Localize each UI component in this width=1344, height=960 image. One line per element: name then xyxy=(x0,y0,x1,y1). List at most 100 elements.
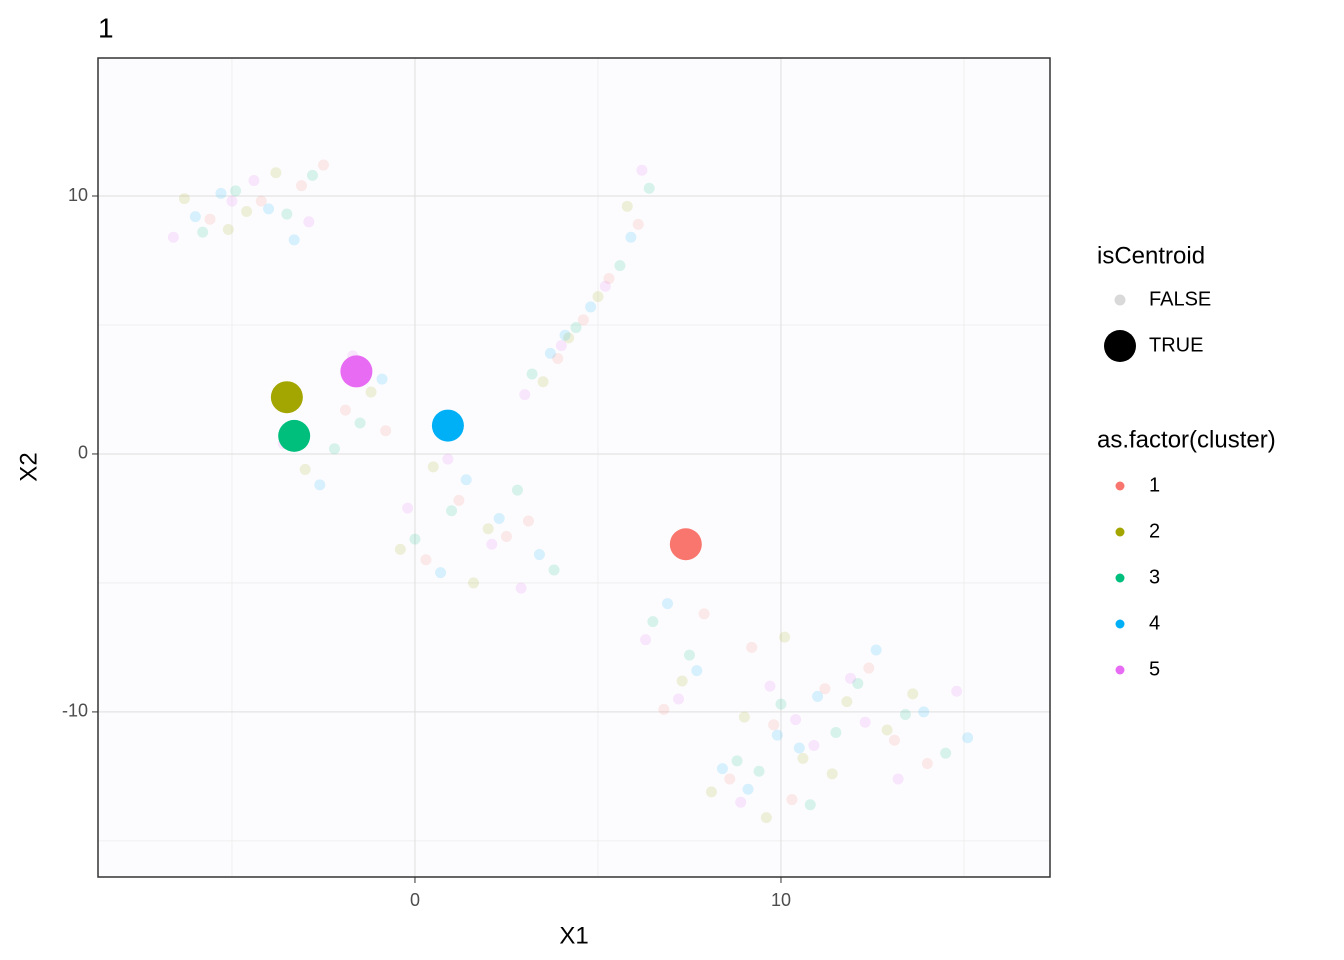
centroid xyxy=(278,419,311,452)
point xyxy=(511,484,523,496)
point xyxy=(394,543,406,555)
point xyxy=(775,698,787,710)
legend-label: 3 xyxy=(1149,566,1160,588)
x-axis-title: X1 xyxy=(559,922,588,949)
point xyxy=(797,752,809,764)
point xyxy=(735,796,747,808)
panel-border xyxy=(97,57,1051,878)
point xyxy=(178,193,190,205)
point xyxy=(197,226,209,238)
point xyxy=(255,195,267,207)
point xyxy=(790,714,802,726)
legend-label: FALSE xyxy=(1149,288,1211,310)
point xyxy=(676,675,688,687)
point xyxy=(226,195,238,207)
legend-key xyxy=(1115,573,1125,583)
grid xyxy=(98,58,1050,877)
point xyxy=(585,301,597,313)
point xyxy=(599,280,611,292)
point xyxy=(742,783,754,795)
point xyxy=(662,598,674,610)
point xyxy=(402,502,414,514)
point xyxy=(863,662,875,674)
point xyxy=(460,474,472,486)
point xyxy=(270,167,282,179)
point xyxy=(288,234,300,246)
point xyxy=(962,732,974,744)
centroid xyxy=(270,381,303,414)
point xyxy=(380,425,392,437)
point xyxy=(339,404,351,416)
point xyxy=(552,353,564,365)
point xyxy=(328,443,340,455)
point xyxy=(786,794,798,806)
point xyxy=(812,690,824,702)
legend-key xyxy=(1115,527,1125,537)
legend-key xyxy=(1114,294,1126,306)
point xyxy=(881,724,893,736)
point xyxy=(189,211,201,223)
point xyxy=(691,665,703,677)
point xyxy=(204,213,216,225)
point xyxy=(570,322,582,334)
legend-label: 5 xyxy=(1149,658,1160,680)
point xyxy=(760,812,772,824)
legend-key xyxy=(1104,330,1136,362)
point xyxy=(482,523,494,535)
point xyxy=(500,531,512,543)
legend-key xyxy=(1115,481,1125,491)
point xyxy=(577,314,589,326)
legend-label: 4 xyxy=(1149,612,1160,634)
point xyxy=(563,332,575,344)
point xyxy=(899,708,911,720)
point xyxy=(826,768,838,780)
legend-title: as.factor(cluster) xyxy=(1097,426,1276,453)
legend-label: 2 xyxy=(1149,520,1160,542)
point xyxy=(167,231,179,243)
point xyxy=(892,773,904,785)
point xyxy=(526,368,538,380)
point xyxy=(230,185,242,197)
point xyxy=(852,678,864,690)
point xyxy=(515,582,527,594)
point xyxy=(636,164,648,176)
point xyxy=(716,763,728,775)
point xyxy=(241,205,253,217)
point xyxy=(859,716,871,728)
point xyxy=(764,680,776,692)
point xyxy=(753,765,765,777)
y-axis-title: X2 xyxy=(15,452,42,481)
point xyxy=(951,685,963,697)
point xyxy=(779,631,791,643)
legend-title: isCentroid xyxy=(1097,242,1205,269)
point xyxy=(376,373,388,385)
point xyxy=(830,727,842,739)
point xyxy=(420,554,432,566)
point xyxy=(317,159,329,171)
point xyxy=(592,291,604,303)
panel xyxy=(98,58,1050,877)
point xyxy=(705,786,717,798)
point xyxy=(819,683,831,695)
point xyxy=(306,169,318,181)
point xyxy=(314,479,326,491)
centroid xyxy=(431,409,464,442)
point xyxy=(918,706,930,718)
legend-label: 1 xyxy=(1149,474,1160,496)
point xyxy=(222,224,234,236)
point xyxy=(907,688,919,700)
point xyxy=(625,231,637,243)
y-tick-label: 10 xyxy=(68,185,88,205)
point xyxy=(698,608,710,620)
y-tick-label: -10 xyxy=(62,701,88,721)
point xyxy=(263,203,275,215)
point xyxy=(845,672,857,684)
point xyxy=(555,340,567,352)
point xyxy=(519,389,531,401)
point xyxy=(522,515,534,527)
x-tick-label: 0 xyxy=(410,890,420,910)
point xyxy=(746,641,758,653)
legend-key xyxy=(1115,619,1125,629)
point xyxy=(841,696,853,708)
